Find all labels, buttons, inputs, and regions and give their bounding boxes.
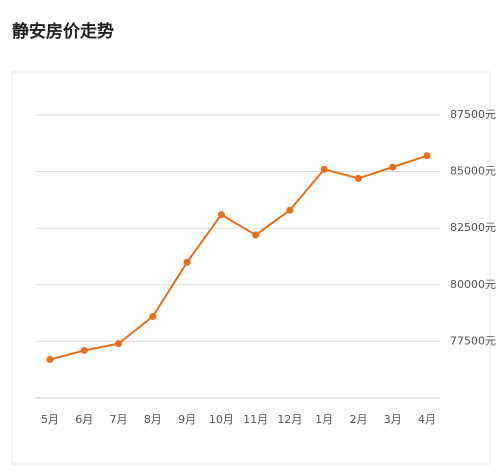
x-tick-label: 4月 <box>418 413 436 426</box>
point <box>217 211 225 219</box>
point <box>320 165 328 173</box>
point <box>149 312 157 320</box>
point <box>115 340 123 348</box>
panel <box>11 71 491 465</box>
x-tick-label: 11月 <box>243 413 268 426</box>
point <box>252 231 260 239</box>
x-tick-label: 10月 <box>209 413 234 426</box>
x-tick-label: 9月 <box>178 413 196 426</box>
point <box>183 258 191 266</box>
x-tick-label: 8月 <box>144 413 162 426</box>
point <box>389 163 397 171</box>
x-tick-label: 3月 <box>384 413 402 426</box>
point <box>286 206 294 214</box>
x-tick-label: 1月 <box>315 413 333 426</box>
y-tick-label: 85000元 <box>450 165 496 178</box>
x-tick-label: 5月 <box>41 413 59 426</box>
y-tick-label: 82500元 <box>450 221 496 234</box>
y-tick-label: 87500元 <box>450 108 496 121</box>
x-tick-label: 7月 <box>110 413 128 426</box>
point <box>423 152 431 160</box>
point <box>354 174 362 182</box>
y-tick-label: 80000元 <box>450 278 496 291</box>
x-tick-label: 6月 <box>75 413 93 426</box>
chart-title: 静安房价走势 <box>12 21 114 42</box>
x-tick-label: 12月 <box>277 413 302 426</box>
point <box>46 356 54 364</box>
y-tick-label: 77500元 <box>450 334 496 347</box>
series-line <box>49 154 428 361</box>
x-tick-label: 2月 <box>349 413 367 426</box>
point <box>80 346 88 354</box>
